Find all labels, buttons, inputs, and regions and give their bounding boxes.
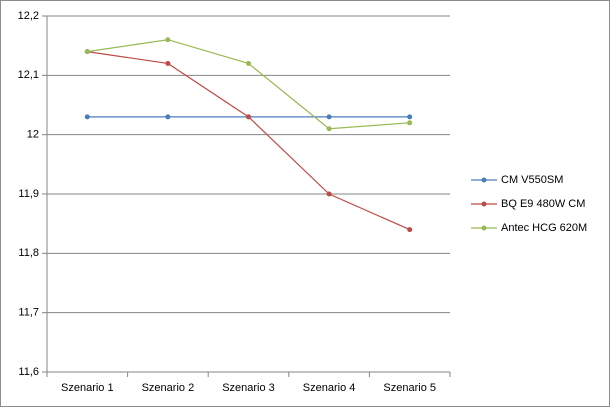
legend-marker bbox=[481, 177, 487, 183]
data-point bbox=[165, 114, 171, 120]
data-point bbox=[84, 114, 90, 120]
x-tick-label: Szenario 4 bbox=[303, 382, 356, 394]
legend-label: Antec HCG 620M bbox=[501, 222, 587, 234]
x-tick-label: Szenario 2 bbox=[142, 382, 195, 394]
data-point bbox=[407, 227, 413, 233]
x-tick-label: Szenario 5 bbox=[383, 382, 436, 394]
x-tick-label: Szenario 3 bbox=[222, 382, 275, 394]
y-tick-label: 11,9 bbox=[18, 188, 39, 200]
y-tick-label: 12,2 bbox=[18, 10, 39, 22]
data-point bbox=[246, 60, 251, 66]
data-point bbox=[326, 114, 332, 120]
data-point bbox=[165, 37, 171, 43]
legend-marker bbox=[481, 201, 487, 207]
data-point bbox=[326, 126, 332, 132]
y-tick-label: 11,6 bbox=[18, 366, 39, 378]
x-tick-label: Szenario 1 bbox=[61, 382, 114, 394]
y-tick-label: 12,1 bbox=[18, 69, 39, 81]
data-point bbox=[407, 114, 413, 120]
data-point bbox=[407, 120, 413, 126]
y-tick-label: 12 bbox=[27, 129, 39, 141]
data-point bbox=[326, 191, 332, 197]
data-point bbox=[165, 60, 171, 66]
legend-marker bbox=[481, 225, 487, 231]
y-tick-label: 11,7 bbox=[18, 307, 39, 319]
legend-label: BQ E9 480W CM bbox=[501, 198, 585, 210]
data-point bbox=[246, 114, 251, 120]
y-tick-label: 11,8 bbox=[18, 247, 39, 259]
data-point bbox=[84, 49, 90, 55]
legend-label: CM V550SM bbox=[501, 174, 563, 186]
